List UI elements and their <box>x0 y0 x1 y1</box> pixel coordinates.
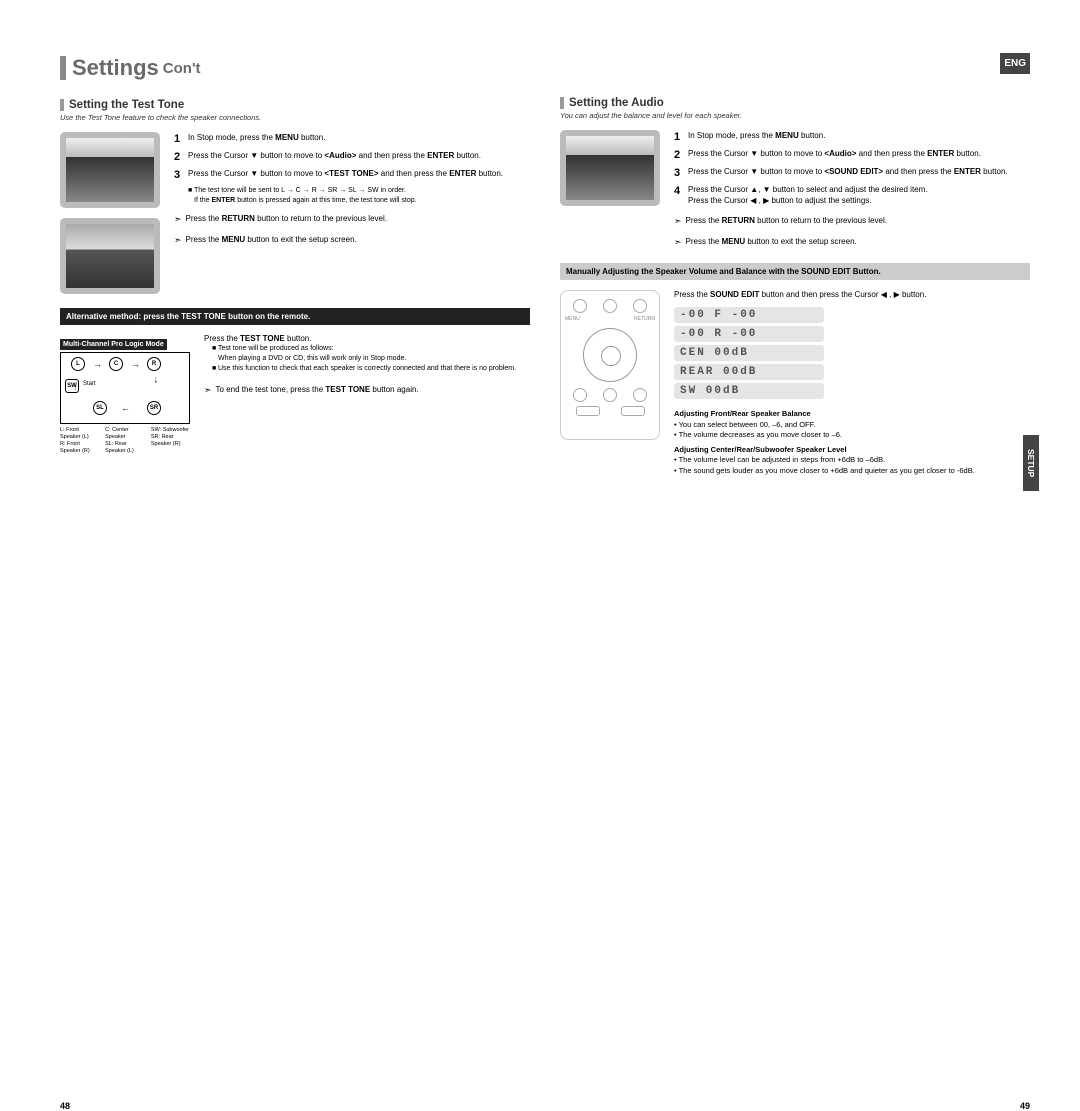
speaker-l: L <box>71 357 85 371</box>
test-tone-steps: 1In Stop mode, press the MENU button. 2P… <box>174 132 503 294</box>
adjustment-notes: Adjusting Front/Rear Speaker Balance You… <box>674 409 1030 476</box>
section-accent <box>60 99 64 111</box>
step-number: 1 <box>674 130 688 146</box>
sound-edit-block: MENURETURN Press the SOUND EDIT button a… <box>560 290 1030 476</box>
lower-instructions: Press the TEST TONE button. ■Test tone w… <box>204 333 516 456</box>
test-tone-block: 1In Stop mode, press the MENU button. 2P… <box>60 132 530 294</box>
speaker-diagram-box: Multi-Channel Pro Logic Mode L → C → R S… <box>60 333 190 456</box>
step-number: 4 <box>674 184 688 207</box>
return-hint: ➣Press the RETURN button to return to th… <box>174 213 503 226</box>
lcd-display-stack: -00 F -00 -00 R -00 CEN 00dB REAR 00dB S… <box>674 307 1030 399</box>
step-text: Press the Cursor ▼ button to move to <SO… <box>688 166 1008 182</box>
step-text: Press the Cursor ▼ button to move to <Au… <box>688 148 981 164</box>
return-hint: ➣Press the RETURN button to return to th… <box>674 215 1008 228</box>
speaker-sl: SL <box>93 401 107 415</box>
left-page: Settings Con't Setting the Test Tone Use… <box>60 55 530 476</box>
step-number: 3 <box>174 168 188 184</box>
section-header: Setting the Test Tone <box>60 99 530 111</box>
speaker-sr: SR <box>147 401 161 415</box>
lcd-line: -00 F -00 <box>674 307 824 323</box>
audio-steps: 1In Stop mode, press the MENU button. 2P… <box>674 130 1008 249</box>
speaker-legend: L: Front Speaker (L)R: Front Speaker (R)… <box>60 427 190 456</box>
step-text: Press the Cursor ▼ button to move to <TE… <box>188 168 503 184</box>
step-number: 1 <box>174 132 188 148</box>
lang-badge: ENG <box>1000 53 1030 74</box>
page-title-bar: Settings Con't <box>60 55 530 81</box>
adj-header-level: Adjusting Center/Rear/Subwoofer Speaker … <box>674 445 1030 456</box>
section-title-test-tone: Setting the Test Tone <box>69 99 184 111</box>
press-test-tone: Press the TEST TONE button. <box>204 333 516 344</box>
page-subtitle: Con't <box>163 60 201 77</box>
lcd-line: CEN 00dB <box>674 345 824 361</box>
tv-screenshot-menu <box>60 132 160 208</box>
menu-exit-hint: ➣Press the MENU button to exit the setup… <box>674 236 1008 249</box>
page-number-right: 49 <box>1020 1101 1030 1111</box>
tv-screenshot-audio <box>560 130 660 206</box>
speaker-r: R <box>147 357 161 371</box>
remote-diagram: MENURETURN <box>560 290 660 440</box>
page-title: Settings <box>72 55 159 81</box>
audio-block: 1In Stop mode, press the MENU button. 2P… <box>560 130 1030 249</box>
page-number-left: 48 <box>60 1101 70 1111</box>
step-text: In Stop mode, press the MENU button. <box>188 132 325 148</box>
start-label: Start <box>83 381 96 387</box>
sub-notes: ■The test tone will be sent to L → C → R… <box>188 186 503 206</box>
lower-block: Multi-Channel Pro Logic Mode L → C → R S… <box>60 333 530 456</box>
section-desc: You can adjust the balance and level for… <box>560 111 1030 120</box>
section-title-audio: Setting the Audio <box>569 97 664 109</box>
lcd-line: -00 R -00 <box>674 326 824 342</box>
step-number: 2 <box>674 148 688 164</box>
alt-method-bar: Alternative method: press the TEST TONE … <box>60 308 530 325</box>
mode-label: Multi-Channel Pro Logic Mode <box>60 339 167 350</box>
sound-edit-instruction: Press the SOUND EDIT button and then pre… <box>674 290 1030 299</box>
dpad-icon <box>583 328 637 382</box>
step-text: In Stop mode, press the MENU button. <box>688 130 825 146</box>
step-text: Press the Cursor ▲, ▼ button to select a… <box>688 184 928 207</box>
lcd-line: SW 00dB <box>674 383 824 399</box>
note-text: The test tone will be sent to L → C → R … <box>194 186 406 196</box>
adj-header-balance: Adjusting Front/Rear Speaker Balance <box>674 409 1030 420</box>
speaker-diagram: L → C → R SW Start → SL ← SR → <box>60 352 190 424</box>
section-desc: Use the Test Tone feature to check the s… <box>60 113 530 122</box>
section-accent <box>560 97 564 109</box>
note-text: If the ENTER button is pressed again at … <box>194 196 417 206</box>
setup-side-tab: SETUP <box>1023 435 1039 491</box>
right-page: ENG Setting the Audio You can adjust the… <box>560 55 1030 476</box>
tv-screenshot-scene <box>60 218 160 294</box>
section-header: Setting the Audio <box>560 97 1030 109</box>
step-number: 3 <box>674 166 688 182</box>
step-text: Press the Cursor ▼ button to move to <Au… <box>188 150 481 166</box>
title-accent <box>60 56 66 80</box>
sound-edit-bar: Manually Adjusting the Speaker Volume an… <box>560 263 1030 280</box>
step-number: 2 <box>174 150 188 166</box>
menu-exit-hint: ➣Press the MENU button to exit the setup… <box>174 234 503 247</box>
lcd-line: REAR 00dB <box>674 364 824 380</box>
speaker-c: C <box>109 357 123 371</box>
